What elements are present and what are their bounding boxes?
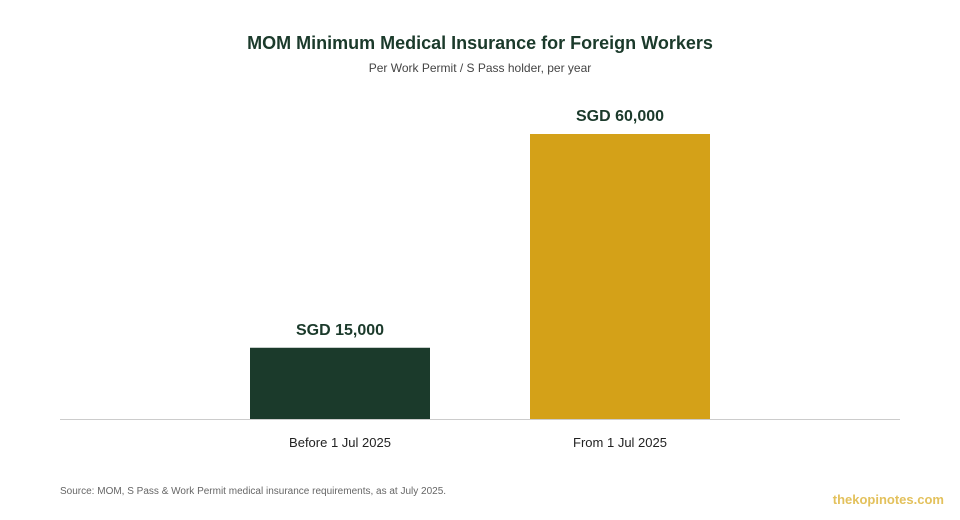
chart-subtitle: Per Work Permit / S Pass holder, per yea… <box>368 61 592 75</box>
bar-2 <box>530 134 710 419</box>
bar-1 <box>250 347 430 419</box>
data-label: SGD 15,000 <box>296 322 384 339</box>
x-tick-label: From 1 Jul 2025 <box>573 435 667 450</box>
source-note: Source: MOM, S Pass & Work Permit medica… <box>60 486 447 497</box>
site-watermark: thekopinotes.com <box>832 492 944 507</box>
x-tick-label: Before 1 Jul 2025 <box>289 435 391 450</box>
data-label: SGD 60,000 <box>576 108 664 125</box>
chart-title: MOM Minimum Medical Insurance for Foreig… <box>247 33 713 53</box>
